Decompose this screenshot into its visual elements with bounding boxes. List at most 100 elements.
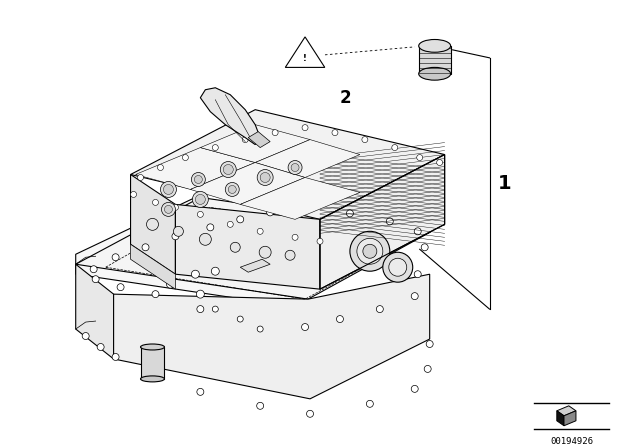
Circle shape bbox=[191, 172, 205, 186]
Circle shape bbox=[197, 306, 204, 313]
Polygon shape bbox=[557, 406, 576, 416]
Text: 2: 2 bbox=[340, 89, 351, 107]
Circle shape bbox=[193, 191, 209, 207]
Text: !: ! bbox=[303, 54, 307, 63]
Circle shape bbox=[152, 291, 159, 297]
Circle shape bbox=[230, 242, 240, 252]
Polygon shape bbox=[141, 347, 164, 379]
Polygon shape bbox=[136, 147, 255, 190]
Circle shape bbox=[211, 267, 220, 275]
Circle shape bbox=[197, 211, 204, 217]
Circle shape bbox=[260, 172, 270, 182]
Circle shape bbox=[92, 276, 99, 283]
Circle shape bbox=[117, 284, 124, 291]
Circle shape bbox=[357, 238, 383, 264]
Circle shape bbox=[267, 209, 274, 216]
Circle shape bbox=[191, 270, 199, 278]
Circle shape bbox=[332, 129, 338, 136]
Polygon shape bbox=[131, 110, 445, 220]
Circle shape bbox=[163, 185, 173, 194]
Circle shape bbox=[307, 410, 314, 417]
Circle shape bbox=[207, 224, 214, 231]
Circle shape bbox=[424, 366, 431, 372]
Circle shape bbox=[197, 388, 204, 395]
Circle shape bbox=[392, 145, 398, 151]
Circle shape bbox=[421, 244, 428, 251]
Circle shape bbox=[147, 218, 159, 230]
Circle shape bbox=[414, 228, 421, 235]
Circle shape bbox=[317, 238, 323, 244]
Circle shape bbox=[161, 181, 177, 198]
Circle shape bbox=[237, 216, 244, 223]
Polygon shape bbox=[76, 264, 114, 359]
Circle shape bbox=[417, 155, 422, 160]
Circle shape bbox=[212, 306, 218, 312]
Circle shape bbox=[257, 169, 273, 185]
Circle shape bbox=[376, 306, 383, 313]
Circle shape bbox=[292, 234, 298, 240]
Circle shape bbox=[257, 326, 263, 332]
Circle shape bbox=[227, 221, 233, 227]
Circle shape bbox=[112, 353, 119, 361]
Circle shape bbox=[363, 244, 377, 258]
Circle shape bbox=[362, 137, 368, 142]
Circle shape bbox=[412, 385, 418, 392]
Circle shape bbox=[164, 205, 172, 213]
Circle shape bbox=[182, 155, 188, 160]
Text: 00194926: 00194926 bbox=[550, 437, 593, 446]
Circle shape bbox=[195, 194, 205, 204]
Circle shape bbox=[212, 145, 218, 151]
Polygon shape bbox=[255, 140, 360, 177]
Circle shape bbox=[242, 137, 248, 142]
Circle shape bbox=[257, 228, 263, 234]
Polygon shape bbox=[175, 204, 320, 289]
Circle shape bbox=[388, 258, 407, 276]
Circle shape bbox=[272, 129, 278, 136]
Circle shape bbox=[366, 401, 373, 407]
Circle shape bbox=[285, 250, 295, 260]
Polygon shape bbox=[419, 46, 451, 74]
Polygon shape bbox=[564, 411, 576, 426]
Circle shape bbox=[302, 125, 308, 131]
Polygon shape bbox=[190, 163, 305, 204]
Polygon shape bbox=[240, 177, 360, 220]
Circle shape bbox=[166, 280, 175, 288]
Text: 1: 1 bbox=[497, 174, 511, 193]
Circle shape bbox=[288, 160, 302, 174]
Circle shape bbox=[383, 252, 413, 282]
Circle shape bbox=[426, 340, 433, 348]
Circle shape bbox=[82, 332, 89, 340]
Circle shape bbox=[291, 164, 299, 172]
Ellipse shape bbox=[141, 376, 164, 382]
Circle shape bbox=[173, 226, 184, 236]
Polygon shape bbox=[248, 132, 270, 147]
Circle shape bbox=[257, 402, 264, 409]
Ellipse shape bbox=[419, 67, 451, 80]
Circle shape bbox=[152, 199, 159, 205]
Circle shape bbox=[307, 203, 314, 210]
Circle shape bbox=[196, 290, 204, 298]
Circle shape bbox=[97, 344, 104, 350]
Polygon shape bbox=[557, 411, 564, 426]
Polygon shape bbox=[200, 88, 260, 145]
Circle shape bbox=[259, 246, 271, 258]
Circle shape bbox=[112, 254, 119, 261]
Circle shape bbox=[172, 233, 179, 240]
Circle shape bbox=[412, 293, 418, 300]
Circle shape bbox=[225, 182, 239, 196]
Circle shape bbox=[161, 202, 175, 216]
Circle shape bbox=[157, 164, 163, 171]
Circle shape bbox=[90, 266, 97, 273]
Circle shape bbox=[228, 185, 236, 194]
Polygon shape bbox=[131, 244, 175, 289]
Polygon shape bbox=[320, 155, 445, 289]
Polygon shape bbox=[76, 198, 431, 299]
Circle shape bbox=[142, 244, 149, 251]
Circle shape bbox=[346, 210, 353, 217]
Circle shape bbox=[223, 164, 233, 174]
Ellipse shape bbox=[141, 344, 164, 350]
Circle shape bbox=[301, 323, 308, 331]
Circle shape bbox=[131, 191, 136, 198]
Circle shape bbox=[350, 231, 390, 271]
Polygon shape bbox=[240, 259, 270, 272]
